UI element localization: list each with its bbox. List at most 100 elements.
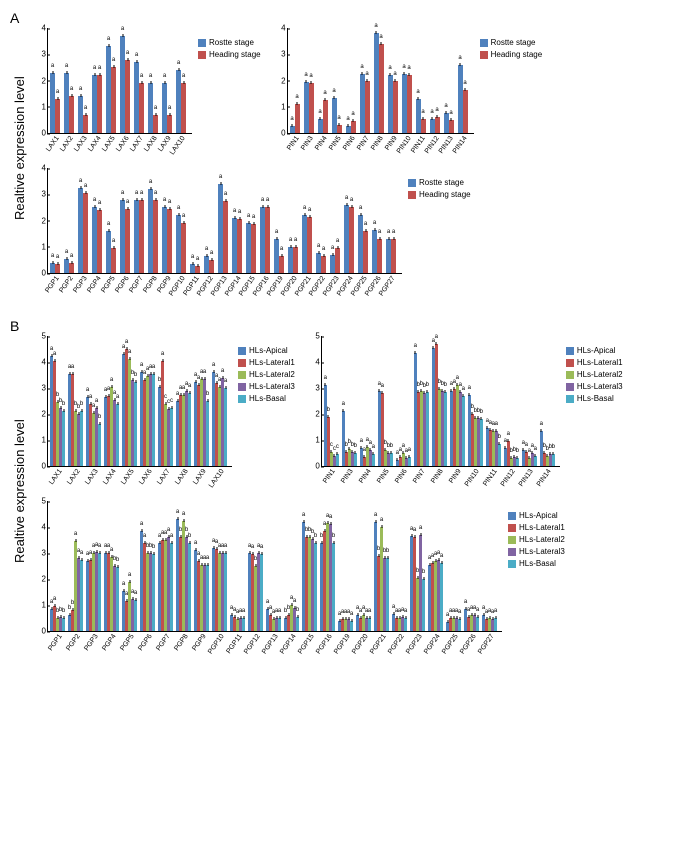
category-label: PGP27 xyxy=(477,633,496,656)
category-label: PIN13 xyxy=(518,468,535,488)
bar: a xyxy=(69,263,74,274)
bar: a xyxy=(462,396,465,466)
legend: HLs-ApicalHLs-Lateral1HLs-Lateral2HLs-La… xyxy=(238,336,295,403)
category-label: PGP10 xyxy=(207,633,226,656)
bar: a xyxy=(224,388,227,466)
bar: a xyxy=(224,553,227,631)
bar: a xyxy=(167,115,172,133)
bar: a xyxy=(98,553,101,631)
category-label: PIN1 xyxy=(322,468,337,485)
panel-a-ylabel: Realtive expression level xyxy=(10,28,29,268)
bar: a xyxy=(408,457,411,466)
bar: b xyxy=(498,444,501,466)
bar: a xyxy=(351,121,356,133)
category-label: LAX7 xyxy=(156,468,172,486)
bar: b xyxy=(296,617,299,631)
bar: b xyxy=(314,543,317,631)
bar: b xyxy=(386,558,389,631)
bar: a xyxy=(251,224,256,273)
bar: b xyxy=(390,453,393,466)
bar: a xyxy=(435,117,440,133)
bar: a xyxy=(195,266,200,273)
bar: a xyxy=(458,619,461,631)
panel-a-label: A xyxy=(10,10,675,26)
bar: a xyxy=(449,120,454,133)
category-label: PGP6 xyxy=(137,633,153,652)
bar: a xyxy=(188,393,191,466)
category-label: PIN11 xyxy=(482,468,499,488)
bar: a xyxy=(209,260,214,273)
category-label: LAX6 xyxy=(115,135,131,153)
bar: a xyxy=(494,618,497,631)
category-label: PGP2 xyxy=(65,633,81,652)
bar: a xyxy=(368,618,371,631)
bar: a xyxy=(363,231,368,273)
category-label: PIN8 xyxy=(430,468,445,485)
bar: b xyxy=(152,554,155,631)
category-label: PIN3 xyxy=(340,468,355,485)
bar: a xyxy=(335,248,340,273)
bar: a xyxy=(404,618,407,631)
bar: a xyxy=(377,239,382,273)
chart-A_PIN: 01234aaPIN1aaPIN3aaPIN4aaPIN5aaPIN6aaPIN… xyxy=(287,28,474,134)
bar: a xyxy=(349,207,354,273)
category-label: PGP21 xyxy=(369,633,388,656)
category-label: LAX8 xyxy=(143,135,159,153)
bar: a xyxy=(407,75,412,133)
panel-b-ylabel: Realtive expression level xyxy=(10,336,29,646)
bar: a xyxy=(97,210,102,273)
category-label: PIN3 xyxy=(300,135,315,152)
bar: a xyxy=(350,621,353,631)
bar: a xyxy=(391,239,396,273)
bar: b xyxy=(552,454,555,466)
category-label: PGP1 xyxy=(47,633,63,652)
bar: a xyxy=(534,456,537,466)
bar: b xyxy=(62,411,65,466)
category-label: LAX2 xyxy=(66,468,82,486)
category-label: PGP24 xyxy=(423,633,442,656)
category-label: LAX1 xyxy=(45,135,61,153)
category-label: PGP16 xyxy=(315,633,334,656)
bar: a xyxy=(265,207,270,273)
category-label: LAX8 xyxy=(174,468,190,486)
category-label: PIN14 xyxy=(536,468,553,488)
bar: a xyxy=(116,404,119,466)
category-label: PIN12 xyxy=(500,468,517,488)
category-label: PGP11 xyxy=(225,633,243,655)
category-label: PGP7 xyxy=(155,633,171,652)
bar: a xyxy=(83,193,88,273)
category-label: LAX4 xyxy=(102,468,118,486)
bar: b xyxy=(134,382,137,467)
bar: a xyxy=(97,75,102,133)
category-label: PGP4 xyxy=(101,633,117,652)
category-label: PGP1 xyxy=(44,275,60,294)
bar: a xyxy=(337,125,342,133)
bar: a xyxy=(379,44,384,133)
category-label: PIN7 xyxy=(412,468,427,485)
bar: b xyxy=(116,567,119,631)
bar: a xyxy=(153,115,158,133)
legend: Rostte stageHeading stage xyxy=(198,28,261,59)
bar: a xyxy=(125,60,130,134)
bar: b xyxy=(444,392,447,466)
bar: a xyxy=(181,223,186,273)
bar: b xyxy=(62,618,65,631)
bar: a xyxy=(237,219,242,273)
category-label: PIN8 xyxy=(370,135,385,152)
bar: a xyxy=(125,209,130,273)
bar: a xyxy=(83,115,88,133)
panel-b-label: B xyxy=(10,318,675,334)
bar: a xyxy=(167,209,172,273)
category-label: PGP22 xyxy=(387,633,406,656)
bar: c xyxy=(170,408,173,467)
category-label: LAX5 xyxy=(101,135,117,153)
bar: a xyxy=(55,264,60,273)
category-label: PIN6 xyxy=(342,135,357,152)
category-label: PGP23 xyxy=(405,633,424,656)
bar: a xyxy=(139,200,144,274)
bar: a xyxy=(181,83,186,133)
bar: a xyxy=(152,374,155,466)
bar: a xyxy=(421,119,426,133)
bar: a xyxy=(321,256,326,273)
chart-B_LAX: 012345aabbbLAX1aabbbLAX2aaaabLAX3aaaaaLA… xyxy=(47,336,232,467)
